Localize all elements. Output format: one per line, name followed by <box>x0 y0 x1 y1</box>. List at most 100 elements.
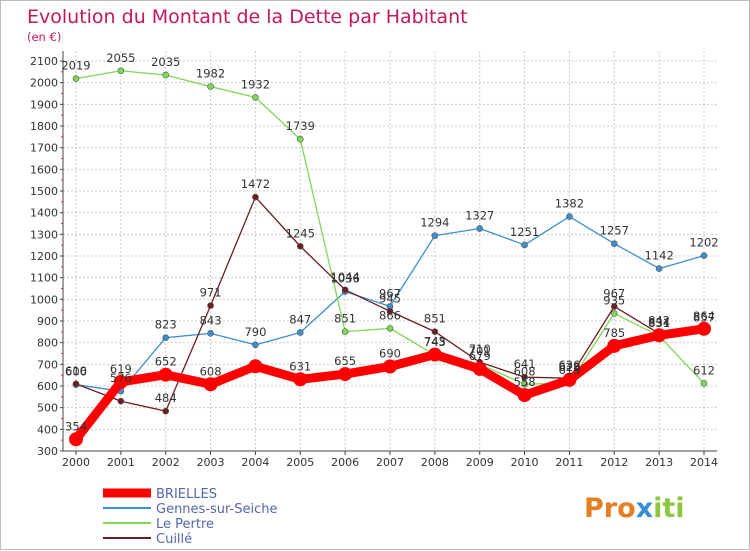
data-point <box>207 83 214 90</box>
data-label: 679 <box>469 349 491 363</box>
y-tick-label: 1900 <box>30 98 58 111</box>
data-label: 945 <box>379 291 401 305</box>
data-label: 1327 <box>465 208 494 222</box>
y-tick-label: 800 <box>37 337 58 350</box>
data-label: 1036 <box>331 272 360 286</box>
data-point <box>341 286 349 294</box>
data-point <box>296 135 304 143</box>
y-tick-label: 1500 <box>30 185 58 198</box>
data-point <box>113 374 128 389</box>
data-point <box>248 359 263 374</box>
chart-title: Evolution du Montant de la Dette par Hab… <box>27 6 468 28</box>
data-point <box>610 303 618 310</box>
data-label: 576 <box>110 371 132 385</box>
data-point <box>521 380 528 388</box>
data-label: 690 <box>379 347 401 361</box>
logo-letter-x: x <box>636 493 653 524</box>
x-tick-label: 2000 <box>62 456 90 469</box>
data-point <box>521 373 528 381</box>
data-point <box>72 380 80 388</box>
data-point <box>252 341 259 349</box>
data-point <box>162 407 170 415</box>
data-label: 354 <box>65 419 87 433</box>
y-tick-label: 2000 <box>30 77 58 90</box>
data-point <box>607 338 622 353</box>
data-label: 2055 <box>106 51 135 65</box>
y-tick-label: 1400 <box>30 207 58 220</box>
x-tick-label: 2010 <box>511 456 539 469</box>
proxiti-logo: Proxiti <box>584 493 685 524</box>
data-point <box>296 329 304 336</box>
x-tick-label: 2013 <box>645 456 673 469</box>
data-point <box>72 75 80 82</box>
data-label: 1245 <box>286 226 315 240</box>
y-tick-label: 1000 <box>30 293 58 306</box>
data-point <box>162 334 170 341</box>
x-tick-label: 2007 <box>376 456 404 469</box>
x-tick-label: 2008 <box>421 456 449 469</box>
data-label: 613 <box>558 363 580 377</box>
data-label: 847 <box>289 312 311 326</box>
axes: 300 400 500 600 700 800 900 1000 1100 1200 1300 140… <box>30 51 718 469</box>
data-label: 2035 <box>151 55 180 69</box>
data-label: 652 <box>155 355 177 369</box>
data-label: 484 <box>155 391 177 405</box>
data-point <box>472 361 487 376</box>
data-point <box>203 377 218 392</box>
y-tick-label: 300 <box>37 445 58 458</box>
data-point <box>700 252 708 259</box>
data-label: 610 <box>65 364 87 378</box>
data-point <box>431 328 439 335</box>
x-tick-label: 2002 <box>152 456 180 469</box>
data-label: 608 <box>514 364 536 378</box>
x-tick-label: 2003 <box>197 456 225 469</box>
legend-label: Gennes-sur-Seiche <box>156 502 277 517</box>
data-label: 701 <box>469 344 491 358</box>
data-label: 743 <box>424 335 446 349</box>
data-point <box>521 241 528 249</box>
data-label: 641 <box>514 357 536 371</box>
data-label: 971 <box>200 286 222 300</box>
data-point <box>610 310 618 317</box>
data-point <box>562 372 577 387</box>
legend-label: BRIELLES <box>156 487 217 502</box>
data-point <box>476 225 484 232</box>
data-point <box>69 432 83 447</box>
data-point <box>293 372 308 387</box>
data-label: 790 <box>244 325 266 339</box>
data-point <box>383 359 397 374</box>
data-label: 1294 <box>420 216 449 230</box>
data-label: 1472 <box>241 177 270 191</box>
y-tick-label: 900 <box>37 315 58 328</box>
y-tick-label: 700 <box>37 358 58 371</box>
x-tick-label: 2005 <box>286 456 314 469</box>
data-point <box>386 307 394 315</box>
y-tick-label: 600 <box>37 380 58 393</box>
y-tick-label: 1200 <box>30 250 58 263</box>
data-label: 866 <box>379 308 401 322</box>
data-point <box>610 240 618 247</box>
x-tick-label: 2011 <box>555 456 583 469</box>
x-tick-label: 2009 <box>466 456 494 469</box>
data-label: 628 <box>558 360 580 374</box>
data-label: 1257 <box>600 224 629 238</box>
legend-label: Le Pertre <box>156 517 214 532</box>
data-label: 1044 <box>331 270 360 284</box>
data-point <box>207 330 214 337</box>
y-tick-label: 2100 <box>30 55 58 68</box>
data-point <box>252 94 259 101</box>
logo-letter-p: P <box>584 493 604 524</box>
y-tick-label: 1700 <box>30 142 58 155</box>
data-label: 864 <box>693 309 715 323</box>
data-label: 1982 <box>196 67 225 81</box>
data-point <box>517 388 532 403</box>
data-label: 1251 <box>510 225 539 239</box>
data-label: 1142 <box>645 249 674 263</box>
data-label: 851 <box>334 312 356 326</box>
data-labels: 606 576 823 843 790 847 1036 967 1294 1327 1251 138… <box>61 51 718 434</box>
data-label: 636 <box>558 358 580 372</box>
data-point <box>341 328 349 335</box>
